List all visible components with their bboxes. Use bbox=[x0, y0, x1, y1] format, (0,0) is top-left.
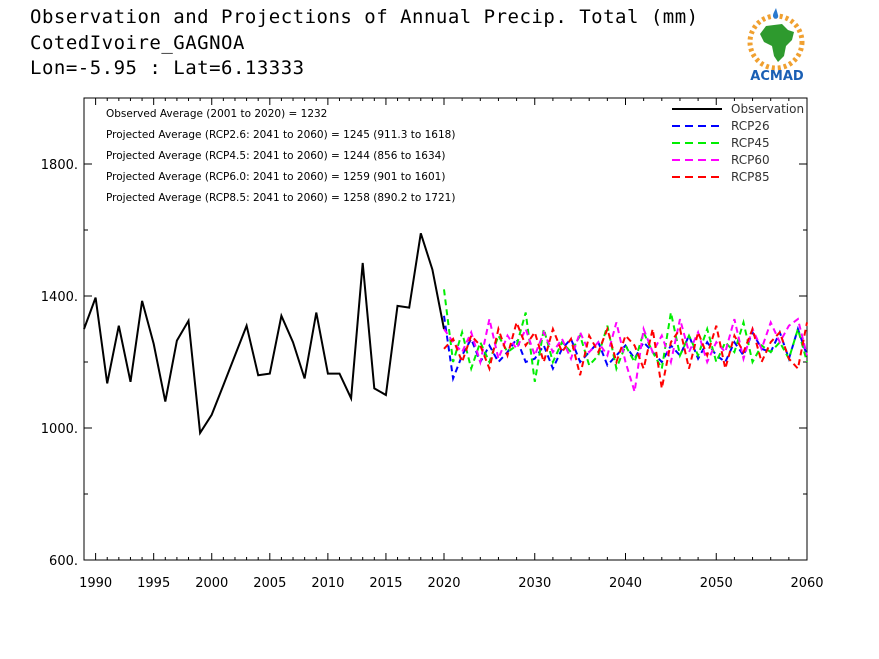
y-tick-label: 1800. bbox=[41, 158, 78, 173]
acmad-logo-text: ACMAD bbox=[750, 69, 804, 84]
x-tick-label: 2005 bbox=[253, 576, 286, 591]
annotation-block: Observed Average (2001 to 2020) = 1232 Pr… bbox=[106, 108, 455, 204]
legend: Observation RCP26 RCP45 RCP60 RCP85 bbox=[672, 102, 804, 184]
series-line-observation bbox=[83, 232, 445, 436]
series-line-rcp45 bbox=[443, 289, 808, 382]
annotation-line: Projected Average (RCP4.5: 2041 to 2060)… bbox=[106, 150, 445, 162]
annotation-line: Projected Average (RCP6.0: 2041 to 2060)… bbox=[106, 171, 445, 183]
x-tick-label: 2060 bbox=[790, 576, 823, 591]
axis-ticks: 600. 1000. 1400. 1800. 1990 1995 2000 2005 2010 2… bbox=[41, 97, 824, 591]
series-line-rcp85 bbox=[443, 319, 808, 389]
legend-label-rcp26: RCP26 bbox=[731, 119, 770, 133]
y-tick-label: 1400. bbox=[41, 290, 78, 305]
x-tick-label: 2030 bbox=[518, 576, 551, 591]
x-tick-label: 2000 bbox=[195, 576, 228, 591]
x-tick-label: 2050 bbox=[700, 576, 733, 591]
chart-title: Observation and Projections of Annual Pr… bbox=[30, 6, 699, 28]
series-layer bbox=[83, 232, 808, 436]
x-tick-label: 2010 bbox=[311, 576, 344, 591]
acmad-logo: ACMAD bbox=[747, 8, 805, 84]
x-tick-label: 1990 bbox=[79, 576, 112, 591]
annotation-line: Projected Average (RCP2.6: 2041 to 2060)… bbox=[106, 129, 455, 141]
y-tick-label: 1000. bbox=[41, 422, 78, 437]
x-tick-label: 2040 bbox=[609, 576, 642, 591]
annotation-line: Observed Average (2001 to 2020) = 1232 bbox=[106, 108, 327, 120]
series-line-rcp60 bbox=[443, 317, 808, 392]
legend-label-rcp45: RCP45 bbox=[731, 136, 770, 150]
legend-label-observation: Observation bbox=[731, 102, 804, 116]
legend-label-rcp60: RCP60 bbox=[731, 153, 770, 167]
y-tick-label: 600. bbox=[49, 554, 78, 569]
x-tick-label: 1995 bbox=[137, 576, 170, 591]
x-tick-label: 2020 bbox=[427, 576, 460, 591]
station-coordinates: Lon=-5.95 : Lat=6.13333 bbox=[30, 57, 305, 79]
annotation-line: Projected Average (RCP8.5: 2041 to 2060)… bbox=[106, 192, 455, 204]
africa-map-logo-icon bbox=[747, 8, 805, 71]
x-tick-label: 2015 bbox=[369, 576, 402, 591]
legend-label-rcp85: RCP85 bbox=[731, 170, 770, 184]
station-name: CotedIvoire_GAGNOA bbox=[30, 32, 245, 54]
